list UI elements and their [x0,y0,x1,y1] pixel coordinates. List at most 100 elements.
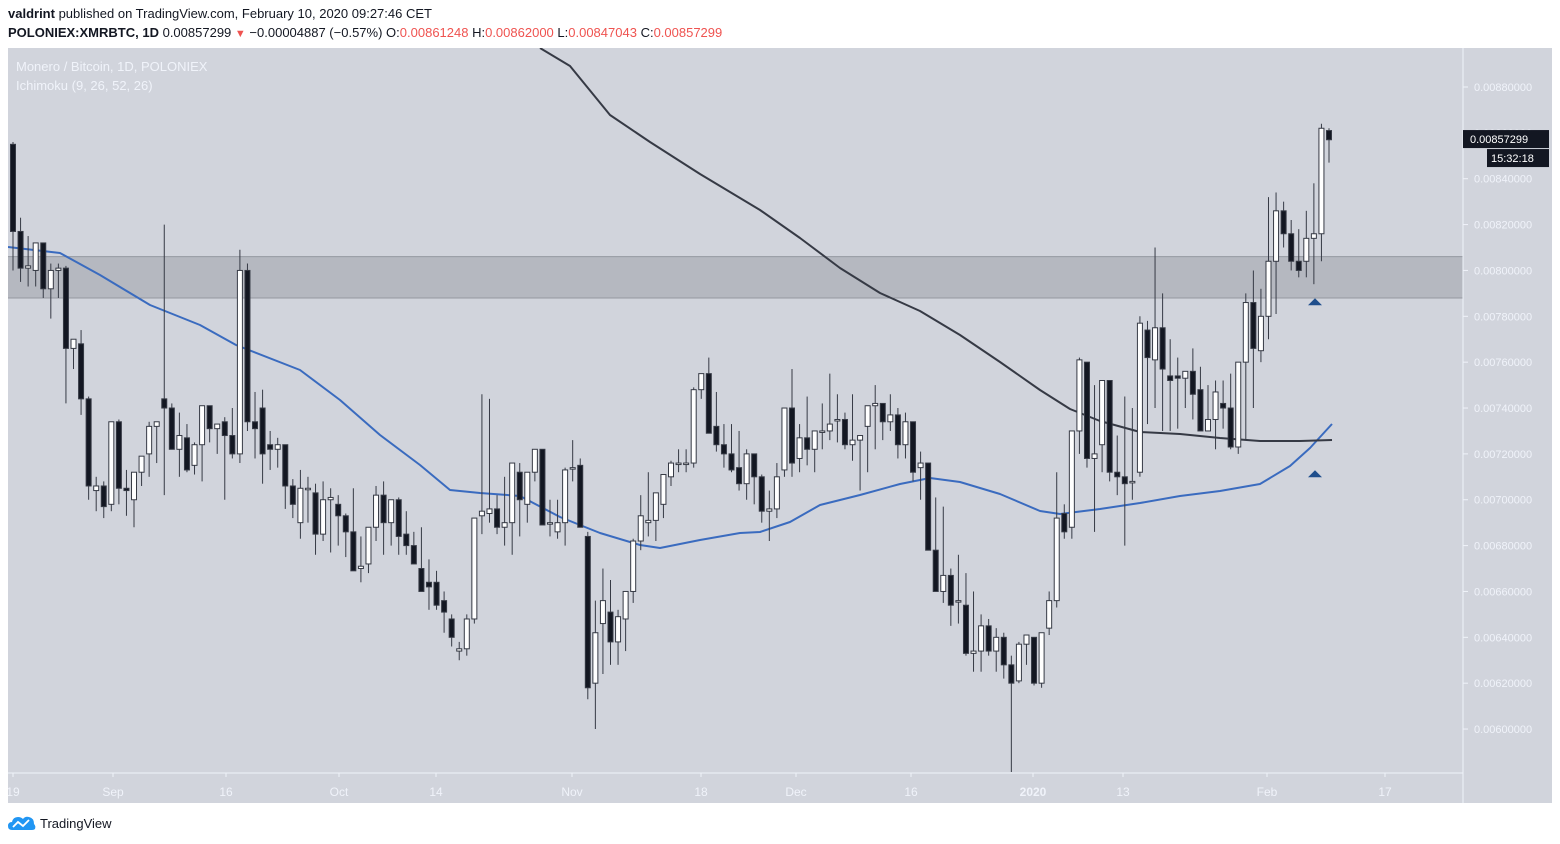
candle-bearish [1008,664,1015,684]
candle-bearish [78,343,85,400]
candle-bullish [146,425,153,455]
x-tick-label: 18 [694,785,708,799]
candle-bullish [176,435,183,450]
candle-bearish [342,515,349,533]
candle-bearish [403,533,410,547]
candle-bullish [191,444,198,466]
candle-bullish [47,269,54,290]
candle-bullish [236,269,243,455]
candle-bullish [1152,327,1159,361]
candlestick-chart[interactable]: 0.008800000.008600000.008400000.00820000… [8,48,1552,803]
candle-bearish [1031,636,1038,684]
candle-bullish [1318,127,1325,235]
candle-bearish [433,581,440,606]
y-tick-label: 0.00620000 [1474,678,1532,690]
candle-bullish [562,469,569,524]
y-tick-label: 0.00760000 [1474,357,1532,369]
candle-bullish [743,453,750,485]
candle-bullish [1273,210,1280,262]
candle-bullish [978,625,985,652]
x-tick-label: 2020 [1020,785,1047,799]
y-tick-label: 0.00600000 [1474,724,1532,736]
candle-bullish [388,499,395,524]
candle-bullish [917,462,924,469]
candle-bullish [471,517,478,620]
x-tick-label: 16 [904,785,918,799]
candle-bullish [940,574,947,592]
high-label: H: [472,25,486,40]
candle-bearish [804,437,811,450]
candle-bullish [327,496,334,501]
candle-bearish [1280,210,1287,235]
open-label: O: [386,25,400,40]
candle-bullish [531,448,538,473]
candle-bullish [1204,418,1211,432]
tradingview-logo-icon [8,816,36,830]
countdown-tag [1487,149,1549,168]
candle-bullish [501,522,508,528]
candle-bearish [1220,402,1227,409]
moving-average-blue-line [8,246,1333,549]
candle-bullish [1265,260,1272,317]
candle-bearish [229,435,236,455]
candle-bullish [569,467,576,470]
y-tick-label: 0.00680000 [1474,541,1532,553]
candle-bearish [1295,260,1302,271]
close-label: C: [640,25,654,40]
candle-bearish [168,407,175,450]
candle-bullish [902,421,909,446]
candle-bearish [312,492,319,535]
candle-bullish [509,462,516,524]
candle-bullish [668,462,674,478]
resistance-zone [8,256,1463,298]
candle-bearish [607,611,614,643]
candle-bullish [1129,480,1136,484]
tradingview-brand[interactable]: TradingView [40,815,112,831]
candle-bullish [615,616,622,643]
candle-bullish [1091,453,1098,459]
candle-bullish [599,600,606,625]
candle-bearish [1227,407,1234,448]
candle-bearish [789,407,796,464]
candle-bullish [675,462,682,466]
candle-bullish [781,407,788,471]
candle-bearish [282,444,289,487]
candle-bullish [1053,517,1060,602]
candle-bullish [55,267,62,271]
candle-bullish [1303,237,1310,262]
countdown-tag-value: 15:32:18 [1491,153,1534,165]
x-tick-label: Oct [330,785,349,799]
last-price-tag [1463,130,1549,149]
candle-bearish [758,476,765,512]
indicator-legend[interactable]: Ichimoku (9, 26, 52, 26) [16,78,153,93]
candle-bullish [1068,430,1075,528]
publish-text: published on TradingView.com, February 1… [54,6,432,21]
candle-bullish [683,462,690,466]
candle-bearish [925,462,932,551]
candle-bearish [1144,329,1151,359]
x-tick-label: Sep [102,785,124,799]
candle-bearish [1083,361,1090,459]
author-name[interactable]: valdrint [8,6,55,21]
candle-bullish [357,565,364,570]
candle-bearish [910,421,917,473]
candle-bearish [62,267,69,349]
x-tick-label: Dec [785,785,806,799]
candle-bullish [131,471,138,501]
close-value: 0.00857299 [653,25,723,40]
candle-bearish [577,464,584,528]
candle-bullish [1015,643,1022,682]
candle-bearish [350,531,357,572]
symbol-label: POLONIEX:XMRBTC, 1D [8,25,159,40]
candle-bearish [1106,380,1113,473]
chart-area[interactable]: 0.008800000.008600000.008400000.00820000… [8,48,1552,803]
candle-bullish [554,522,561,533]
candle-bullish [1136,322,1143,473]
candle-bearish [720,444,727,455]
x-tick-label: Nov [561,785,582,799]
candle-bearish [1189,370,1196,395]
candle-bearish [1114,471,1121,478]
candle-bearish [1288,233,1295,262]
candle-bearish [705,373,712,434]
candle-bearish [932,549,939,592]
